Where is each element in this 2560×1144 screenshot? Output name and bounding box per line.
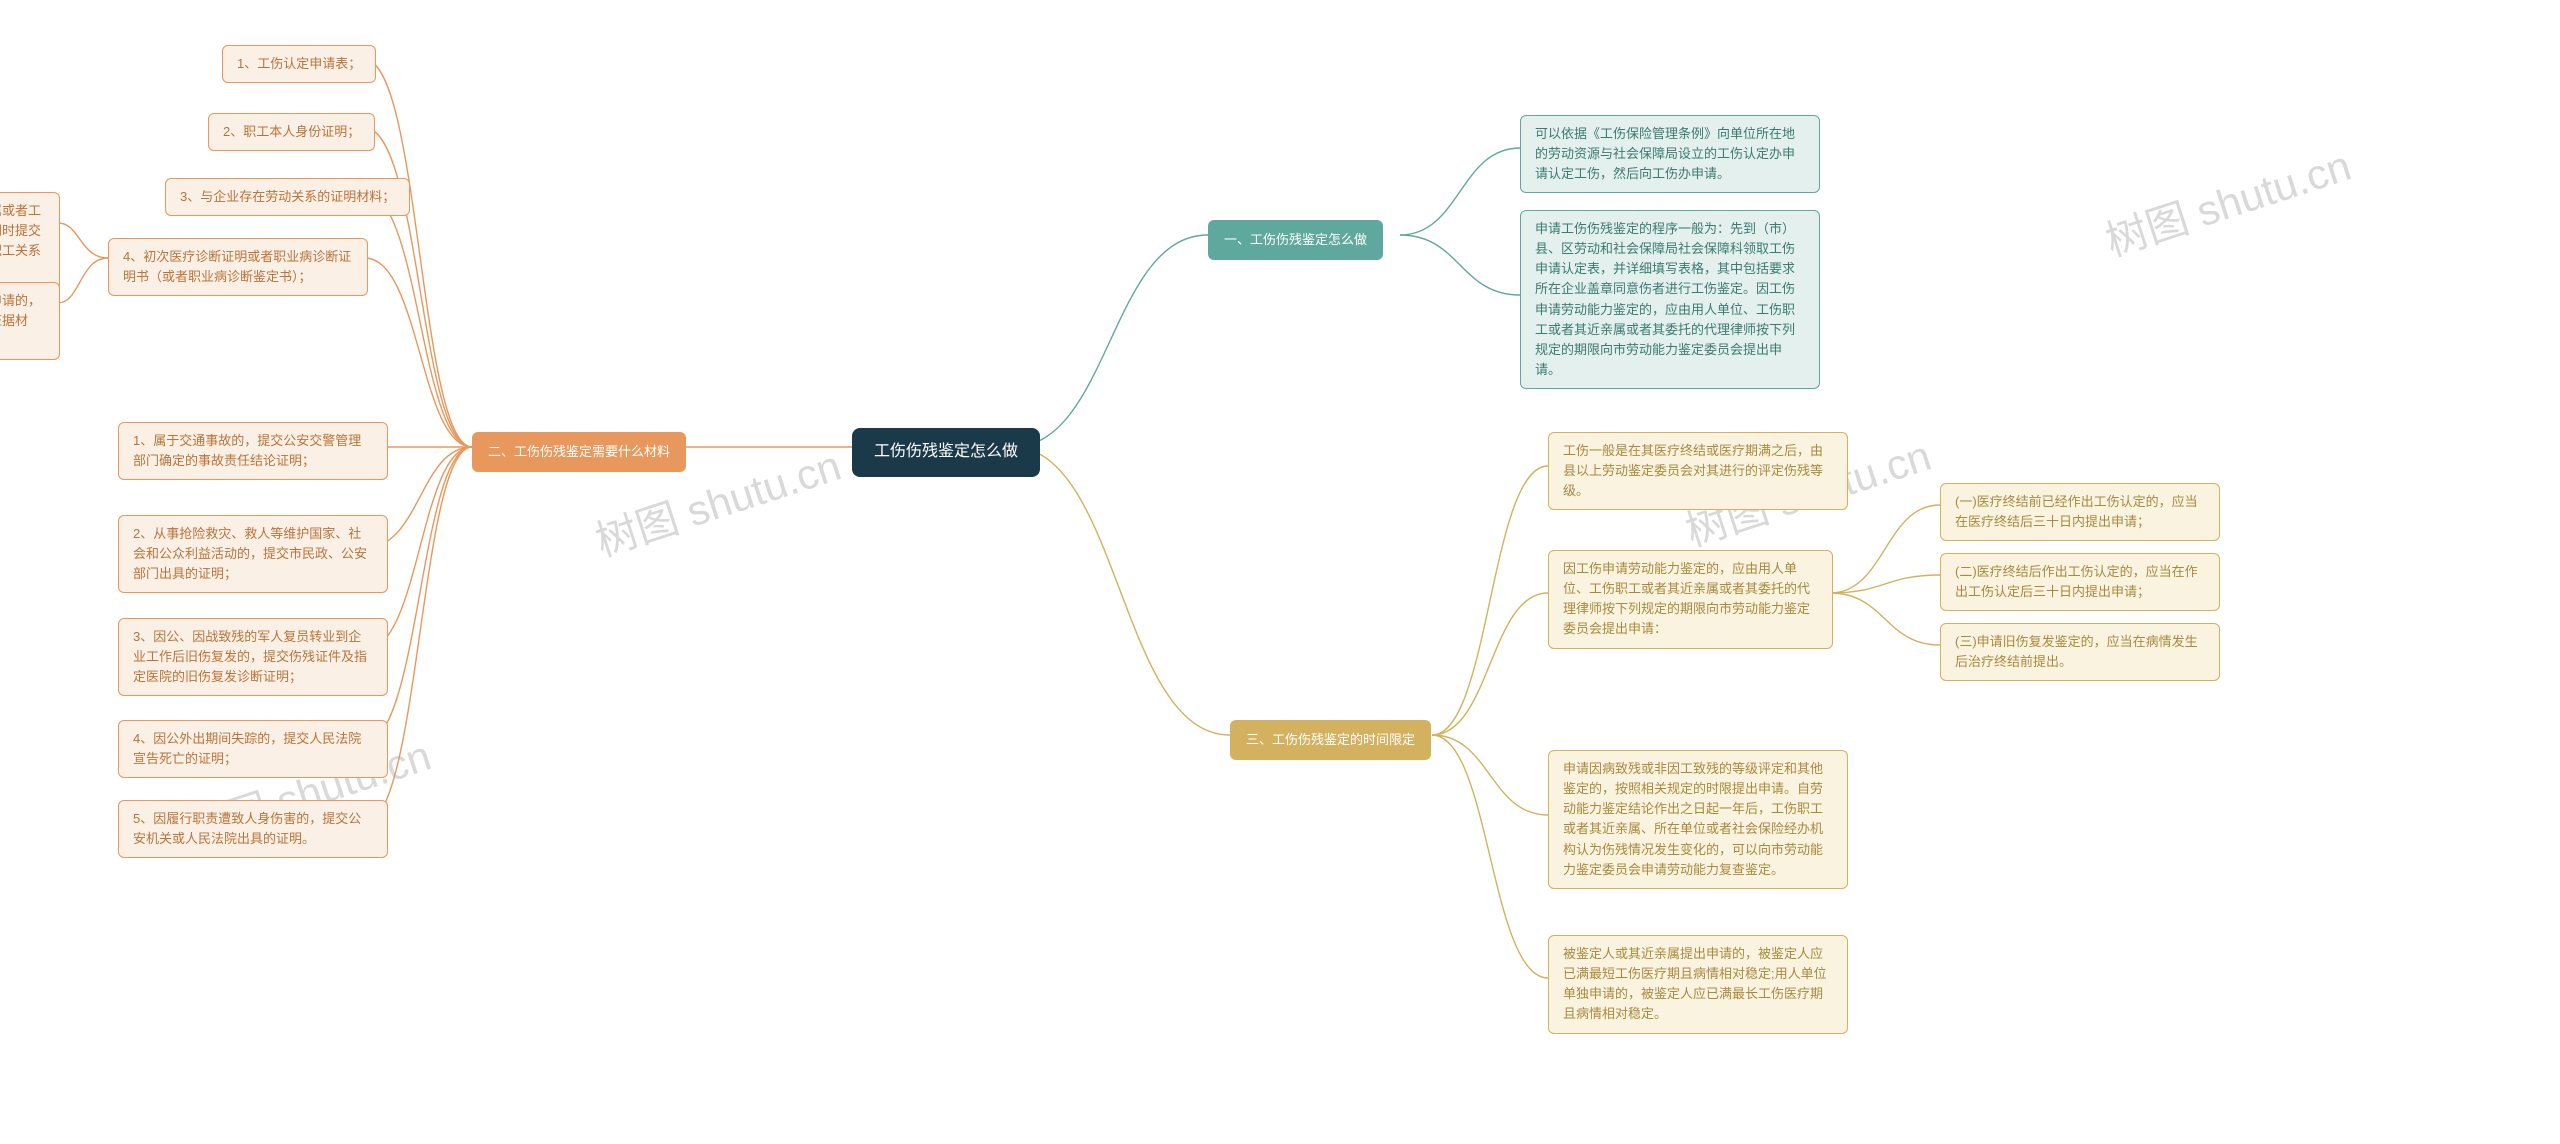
branch-2-child-4: 4、初次医疗诊断证明或者职业病诊断证明书（或者职业病诊断鉴定书）； xyxy=(108,238,368,296)
branch-3-child-2: 因工伤申请劳动能力鉴定的，应由用人单位、工伤职工或者其近亲属或者其委托的代理律师… xyxy=(1548,550,1833,649)
branch-3-child-2-sub: (三)申请旧伤复发鉴定的，应当在病情发生后治疗终结前提出。 xyxy=(1940,623,2220,681)
branch-2-child: 3、因公、因战致残的军人复员转业到企业工作后旧伤复发的，提交伤残证件及指定医院的… xyxy=(118,618,388,696)
branch-2-child: 4、因公外出期间失踪的，提交人民法院宣告死亡的证明； xyxy=(118,720,388,778)
branch-2: 二、工伤伤残鉴定需要什么材料 xyxy=(472,432,686,472)
branch-2-child: 5、因履行职责遭致人身伤害的，提交公安机关或人民法院出具的证明。 xyxy=(118,800,388,858)
branch-1: 一、工伤伤残鉴定怎么做 xyxy=(1208,220,1383,260)
root-node: 工伤伤残鉴定怎么做 xyxy=(852,428,1040,477)
branch-2-child-4-sub: 有下列情形之一并提出工伤认定申请的，还应当同时提交相关部门出具的证据材料： xyxy=(0,282,60,360)
branch-2-child-4-sub: 职工本人无法申请、由其直系亲属或者工会组织提出工伤认定申请的，应同时提交申请人身… xyxy=(0,192,60,291)
branch-3-child-2-sub: (一)医疗终结前已经作出工伤认定的，应当在医疗终结后三十日内提出申请； xyxy=(1940,483,2220,541)
branch-3-child-2-sub: (二)医疗终结后作出工伤认定的，应当在作出工伤认定后三十日内提出申请； xyxy=(1940,553,2220,611)
branch-2-child: 1、属于交通事故的，提交公安交警管理部门确定的事故责任结论证明； xyxy=(118,422,388,480)
branch-3-child: 申请因病致残或非因工致残的等级评定和其他鉴定的，按照相关规定的时限提出申请。自劳… xyxy=(1548,750,1848,889)
branch-3: 三、工伤伤残鉴定的时间限定 xyxy=(1230,720,1431,760)
branch-2-child: 2、从事抢险救灾、救人等维护国家、社会和公众利益活动的，提交市民政、公安部门出具… xyxy=(118,515,388,593)
branch-3-child: 被鉴定人或其近亲属提出申请的，被鉴定人应已满最短工伤医疗期且病情相对稳定;用人单… xyxy=(1548,935,1848,1034)
branch-1-child: 可以依据《工伤保险管理条例》向单位所在地的劳动资源与社会保障局设立的工伤认定办申… xyxy=(1520,115,1820,193)
watermark: 树图 shutu.cn xyxy=(2097,132,2358,269)
branch-2-child: 1、工伤认定申请表； xyxy=(222,45,376,83)
branch-3-child: 工伤一般是在其医疗终结或医疗期满之后，由县以上劳动鉴定委员会对其进行的评定伤残等… xyxy=(1548,432,1848,510)
branch-1-child: 申请工伤伤残鉴定的程序一般为：先到（市）县、区劳动和社会保障局社会保障科领取工伤… xyxy=(1520,210,1820,389)
branch-2-child: 3、与企业存在劳动关系的证明材料； xyxy=(165,178,410,216)
branch-2-child: 2、职工本人身份证明； xyxy=(208,113,375,151)
